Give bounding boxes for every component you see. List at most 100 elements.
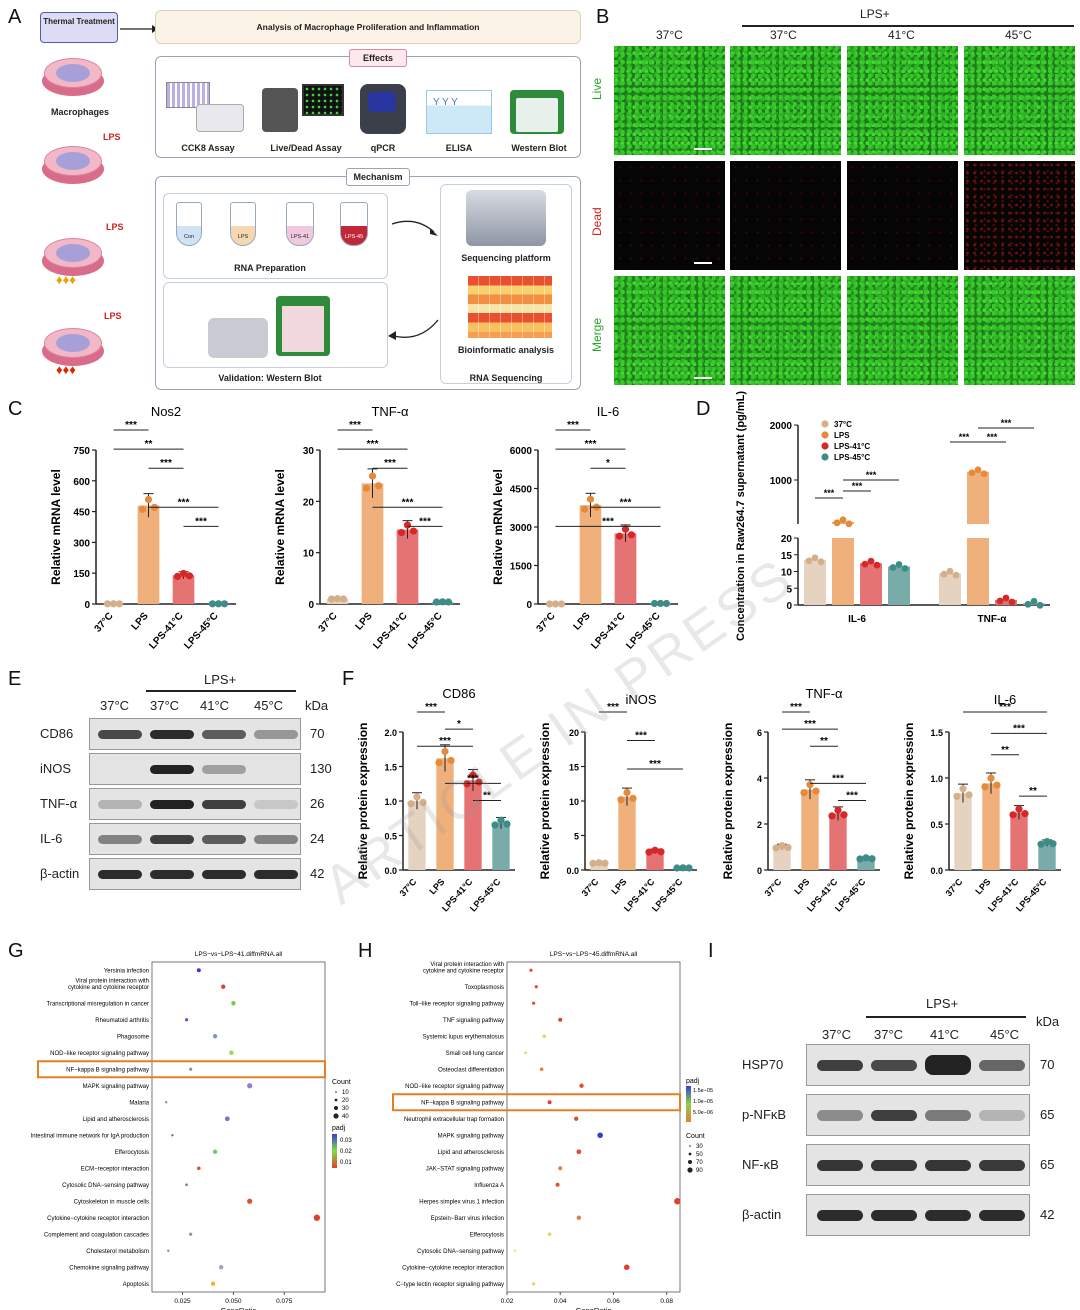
chart-g-dot xyxy=(196,968,201,973)
chart-f-3-ytick-label: 1.0 xyxy=(930,774,943,784)
chart-d-point xyxy=(805,557,813,565)
chart-h-dot xyxy=(579,1083,584,1088)
chart-h-dot xyxy=(674,1198,681,1205)
chart-f-3-point xyxy=(993,781,1001,789)
blot-band xyxy=(979,1110,1025,1121)
tube-lps-41 xyxy=(286,202,314,246)
chart-f-2-sig-label: ** xyxy=(820,736,828,747)
chart-g-term-label: ECM−receptor interaction xyxy=(81,1166,149,1172)
blot-band xyxy=(817,1110,863,1121)
chart-c-1-point xyxy=(362,484,371,492)
chart-h-xtick-label: 0.08 xyxy=(660,1298,673,1305)
chart-d-legend-marker xyxy=(821,453,829,461)
blot-label: iNOS xyxy=(40,761,72,776)
chart-d-bar xyxy=(939,573,961,605)
chart-h-term-label: Viral protein interaction with xyxy=(430,962,504,968)
chart-h-dot xyxy=(532,1001,536,1005)
chart-c-2-xtick-label: LPS-41°C xyxy=(589,611,627,652)
chart-c-0-ylabel: Relative mRNA level xyxy=(49,469,63,585)
arrow-to-analysis xyxy=(120,25,158,33)
chart-f-0-xtick-label: LPS xyxy=(427,877,446,897)
chart-g-dot xyxy=(247,1198,253,1204)
blot-band xyxy=(979,1060,1025,1071)
chart-h-dot xyxy=(529,968,533,972)
chart-c-0-sig-label: *** xyxy=(125,420,137,431)
blot-kda: 24 xyxy=(310,831,325,846)
chart-f-0-bar xyxy=(464,780,482,870)
chart-h-xtick-label: 0.04 xyxy=(554,1298,567,1305)
chart-h-dot xyxy=(574,1116,579,1121)
chart-d-bar xyxy=(995,599,1017,605)
chart-d-ytick-label: 5 xyxy=(786,584,792,595)
chart-h-term-label: Influenza A xyxy=(474,1183,504,1189)
chart-f-0-sig-label: *** xyxy=(425,702,437,713)
row-label-merge: Merge xyxy=(590,317,604,352)
chart-f-1-bar xyxy=(618,796,636,870)
chart-d-bar-lower xyxy=(967,538,989,605)
chart-c-2-sig-label: *** xyxy=(620,497,632,508)
chart-g-term-label: Intestinal immune network for IgA produc… xyxy=(31,1133,149,1139)
chart-f-1-title: iNOS xyxy=(625,692,656,707)
blot-band xyxy=(871,1210,917,1221)
chart-d-category: IL-6 xyxy=(848,614,866,625)
panel-letter-c: C xyxy=(8,398,23,420)
chart-d-bar xyxy=(860,563,882,605)
chart-c-0-xtick-label: LPS xyxy=(130,610,151,632)
chart-c-2-sig-label: * xyxy=(606,458,610,469)
rna-sequencing-label: RNA Sequencing xyxy=(469,373,543,383)
chart-h-dot xyxy=(542,1034,547,1039)
chart-g-padj-title: padj xyxy=(332,1125,346,1132)
chart-h-term-label: NF−kappa B signaling pathway xyxy=(421,1100,504,1106)
chart-c-0-point xyxy=(138,505,147,513)
chart-f-0-ytick-label: 0.5 xyxy=(384,832,397,842)
chart-h-term-label: Osteoclast differentiation xyxy=(438,1067,504,1073)
chart-d-legend-label: LPS xyxy=(834,431,850,440)
blot-band xyxy=(150,765,194,774)
chart-h-count-marker xyxy=(689,1145,691,1147)
col-label-e-0: 37°C xyxy=(100,698,130,713)
panel-letter-h: H xyxy=(358,940,373,962)
chart-c-0-xtick-label: LPS-45°C xyxy=(182,611,220,652)
chart-f-2-point xyxy=(806,781,814,789)
chart-h-count-label: 50 xyxy=(696,1152,703,1158)
blot-band xyxy=(871,1110,917,1121)
blot-row-4 xyxy=(89,858,301,890)
chart-d-point xyxy=(895,561,903,568)
chart-c-1-ytick-label: 20 xyxy=(303,497,315,508)
effects-tag: Effects xyxy=(349,49,407,67)
chart-g-term-label: Malaria xyxy=(129,1100,149,1106)
dish-macrophages xyxy=(42,56,104,104)
chart-f-0-ylabel: Relative protein expression xyxy=(356,723,370,880)
chart-f-2-sig-label: *** xyxy=(832,773,844,784)
col-label-e-2: 41°C xyxy=(200,698,230,713)
chart-d-legend-marker xyxy=(821,420,829,428)
chart-c-2-ylabel: Relative mRNA level xyxy=(491,469,505,585)
chart-f-2-point xyxy=(784,843,792,852)
chart-f-0-point xyxy=(441,747,449,756)
chart-g-term-label: MAPK signaling pathway xyxy=(83,1084,149,1090)
chart-f-1-point xyxy=(601,859,609,867)
chart-c-0-ytick-label: 150 xyxy=(73,569,90,580)
blot-band xyxy=(925,1110,971,1121)
chart-f-2-point xyxy=(840,811,848,819)
chart-h-title: LPS−vs−LPS−45.diffmRNA.all xyxy=(550,951,638,958)
chart-c-1-bar xyxy=(396,529,419,604)
chart-f-1-point xyxy=(629,794,637,802)
chart-f-1-point xyxy=(651,846,659,854)
chart-f-3-sig-label: *** xyxy=(999,702,1011,713)
chart-c-1-sig-label: *** xyxy=(419,516,431,527)
chart-c-1-point xyxy=(444,598,453,606)
chart-f-0-bar xyxy=(408,801,426,870)
chart-h-count-label: 30 xyxy=(696,1144,703,1150)
chart-f-2-ytick-label: 2 xyxy=(757,820,762,830)
blot-i-kda: 70 xyxy=(1040,1057,1055,1072)
chart-c-0-ytick-label: 600 xyxy=(73,477,90,488)
chart-c-0-ytick-label: 300 xyxy=(73,538,90,549)
chart-f-3-point xyxy=(1009,811,1017,819)
chart-d-sig-label: *** xyxy=(866,470,877,480)
chart-h-term-label: Herpes simplex virus 1 infection xyxy=(419,1199,504,1205)
chart-c-2-bar xyxy=(579,505,602,604)
col-label-i-2: 41°C xyxy=(930,1027,960,1042)
micrograph-live-lps37 xyxy=(730,46,841,155)
chart-f-0-point xyxy=(469,771,477,779)
